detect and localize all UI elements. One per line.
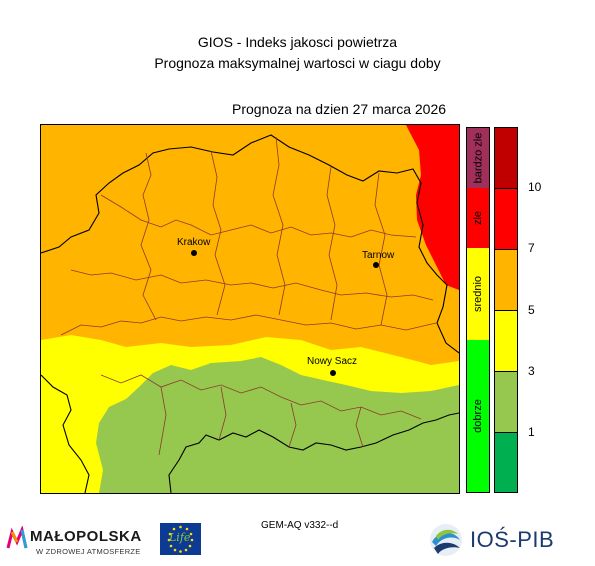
scale-tick-label: 1 [528, 425, 535, 439]
malopolska-tagline: W ZDROWEJ ATMOSFERZE [36, 547, 141, 556]
city-marker-nowy-sacz [330, 370, 336, 376]
city-marker-tarnow [373, 262, 379, 268]
category-moderate: srednio [467, 248, 489, 340]
scale-segment [495, 372, 517, 433]
zone-red [406, 125, 459, 290]
ios-pib-name: IOŚ-PIB [470, 527, 555, 552]
air-quality-map: Krakow Tarnow Nowy Sacz [40, 124, 460, 494]
category-bad: zle [467, 188, 489, 248]
city-marker-krakow [191, 250, 197, 256]
scale-segment [495, 250, 517, 311]
voivodeship-border [41, 134, 459, 493]
city-label-nowy-sacz: Nowy Sacz [307, 356, 358, 367]
map-title: GIOS - Indeks jakosci powietrza [197, 34, 398, 50]
scale-segment [495, 433, 517, 492]
map-canvas [41, 125, 459, 493]
category-very-bad: bardzo zle [467, 128, 489, 188]
category-legend: bardzo zle zle srednio dobrze [466, 127, 490, 493]
ios-swirl-icon [430, 524, 462, 556]
eu-stars-icon [167, 525, 194, 553]
eu-life-logo: Life [160, 523, 201, 555]
forecast-date: Prognoza na dzien 27 marca 2026 [232, 101, 447, 117]
category-good: dobrze [467, 340, 489, 492]
scale-segment [495, 128, 517, 189]
city-label-tarnow: Tarnow [362, 250, 395, 261]
malopolska-name: MAŁOPOLSKA [30, 528, 142, 545]
scale-segment [495, 311, 517, 372]
scale-tick-label: 3 [528, 364, 535, 378]
ios-pib-logo: IOŚ-PIB [428, 521, 578, 559]
map-subtitle: Prognoza maksymalnej wartosci w ciagu do… [154, 55, 441, 71]
model-version: GEM-AQ v332--d [261, 520, 339, 531]
scale-segment [495, 189, 517, 250]
scale-tick-label: 10 [528, 180, 542, 194]
malopolska-mark-icon [6, 526, 28, 549]
city-label-krakow: Krakow [177, 237, 211, 248]
life-mark: Life [169, 531, 191, 544]
scale-tick-label: 5 [528, 303, 535, 317]
zone-lightgreen [96, 357, 459, 493]
color-scale [494, 127, 518, 493]
district-borders [60, 136, 437, 456]
scale-tick-label: 7 [528, 241, 535, 255]
malopolska-logo: MAŁOPOLSKA W ZDROWEJ ATMOSFERZE [6, 524, 151, 558]
